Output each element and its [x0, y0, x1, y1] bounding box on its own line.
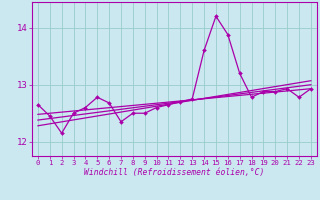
X-axis label: Windchill (Refroidissement éolien,°C): Windchill (Refroidissement éolien,°C) — [84, 168, 265, 177]
